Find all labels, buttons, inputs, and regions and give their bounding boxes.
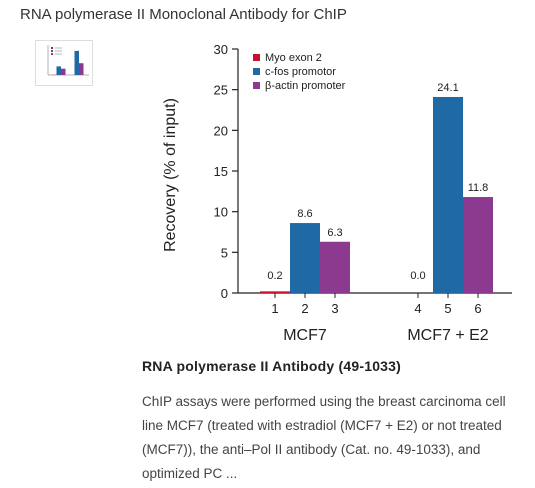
- thumbnail-bar: [61, 68, 66, 75]
- caption-title: RNA polymerase II Antibody (49-1033): [142, 358, 402, 374]
- x-tick-label: 3: [331, 301, 338, 316]
- bar-value-label: 0.2: [267, 270, 282, 282]
- bar: [320, 241, 350, 293]
- bar: [290, 223, 320, 293]
- y-tick-label: 30: [214, 42, 228, 57]
- bar: [260, 291, 290, 293]
- bar-value-label: 24.1: [437, 82, 458, 94]
- legend-swatch: [253, 82, 260, 89]
- thumbnail-bar: [74, 50, 79, 75]
- group-label: MCF7 + E2: [407, 327, 488, 344]
- legend-swatch: [253, 54, 260, 61]
- x-tick-label: 6: [474, 301, 481, 316]
- thumbnail-bar: [79, 63, 84, 75]
- legend-label: c-fos promotor: [265, 66, 336, 78]
- x-tick-label: 5: [444, 301, 451, 316]
- group-label: MCF7: [283, 327, 327, 344]
- y-tick-label: 0: [221, 286, 228, 301]
- x-tick-label: 1: [271, 301, 278, 316]
- bar-chart: Recovery (% of input) 0510152025300.218.…: [162, 42, 512, 344]
- thumbnail-legend-swatch: [51, 47, 53, 49]
- bar-value-label: 11.8: [468, 182, 489, 194]
- bar-value-label: 8.6: [297, 208, 312, 220]
- bar: [463, 197, 493, 293]
- page-title: RNA polymerase II Monoclonal Antibody fo…: [20, 6, 347, 23]
- thumbnail-legend-swatch: [51, 50, 53, 52]
- bar-value-label: 6.3: [327, 227, 342, 239]
- thumbnail-chart-image: [47, 45, 89, 76]
- x-tick-label: 2: [301, 301, 308, 316]
- bar: [433, 96, 463, 293]
- chart-figure: Recovery (% of input) 0 5 10 15 20 25 30 0.2 1 8.…: [150, 33, 530, 353]
- thumbnail-bar: [56, 66, 61, 75]
- y-axis-label: Recovery (% of input): [162, 98, 179, 252]
- bar-value-label: 0.0: [410, 270, 425, 282]
- y-tick-label: 10: [214, 205, 228, 220]
- y-tick-label: 15: [214, 164, 228, 179]
- chart-thumbnail[interactable]: [35, 40, 93, 86]
- x-tick-label: 4: [414, 301, 421, 316]
- legend-swatch: [253, 68, 260, 75]
- y-tick-label: 20: [214, 123, 228, 138]
- y-tick-label: 5: [221, 245, 228, 260]
- thumbnail-legend-swatch: [51, 53, 53, 55]
- legend-label: β-actin promoter: [265, 80, 346, 92]
- caption-text: ChIP assays were performed using the bre…: [142, 394, 506, 481]
- y-tick-label: 25: [214, 83, 228, 98]
- legend-label: Myo exon 2: [265, 52, 322, 64]
